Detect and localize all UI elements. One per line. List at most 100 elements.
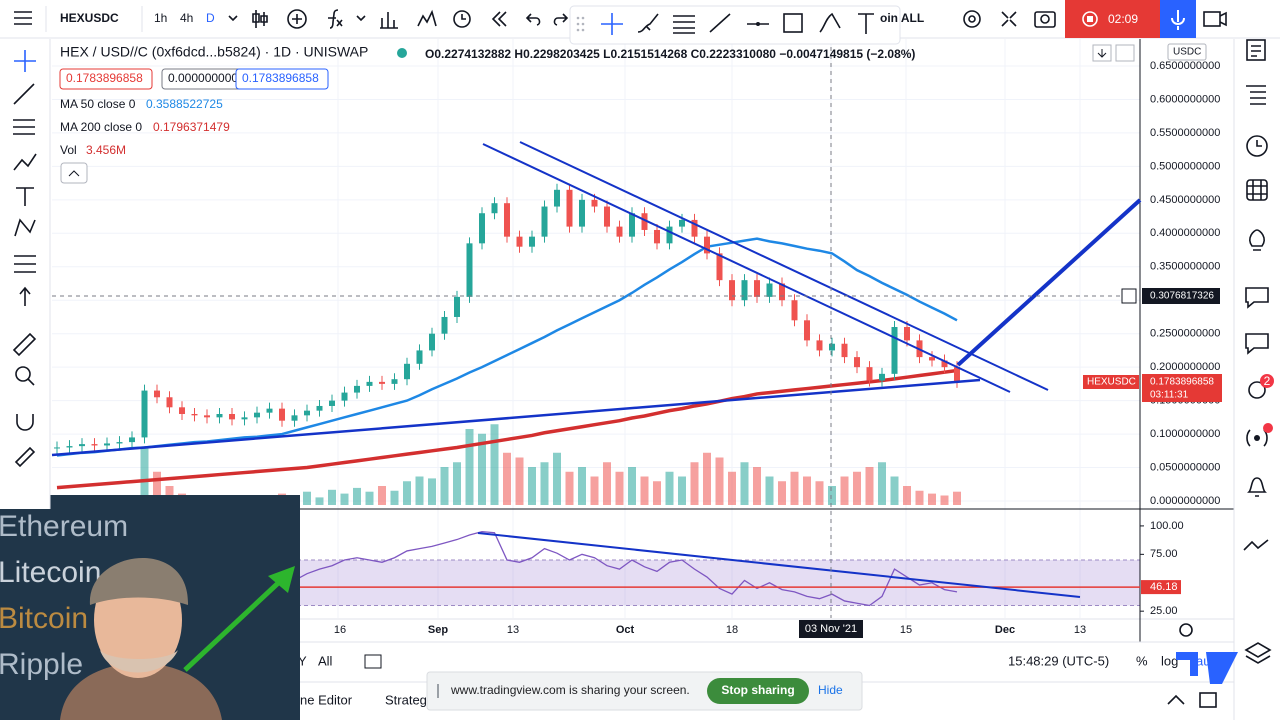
candle-body xyxy=(291,415,298,421)
percent-toggle[interactable]: % xyxy=(1136,653,1148,668)
date-range-button[interactable] xyxy=(364,654,382,669)
interval-active[interactable]: D xyxy=(206,11,215,25)
collapse-button[interactable] xyxy=(60,162,88,184)
pattern-tool[interactable] xyxy=(13,153,37,171)
dropdown[interactable] xyxy=(228,15,238,22)
calendar-button[interactable] xyxy=(1246,179,1268,201)
text-tool[interactable] xyxy=(16,187,34,206)
tab[interactable]: Strateg xyxy=(385,692,427,707)
templates-button[interactable] xyxy=(417,9,437,27)
recording-indicator[interactable] xyxy=(1065,0,1160,38)
measure-tool[interactable] xyxy=(14,255,36,273)
range-button[interactable]: Y xyxy=(298,653,307,668)
indicators-button[interactable] xyxy=(287,9,307,29)
menu-button[interactable] xyxy=(14,11,32,25)
candle-body xyxy=(804,320,810,341)
y-tick-label: 0.4000000000 xyxy=(1150,227,1220,239)
candle-body xyxy=(541,206,548,237)
chat-button[interactable] xyxy=(1245,287,1269,309)
lock-tool[interactable] xyxy=(14,446,36,468)
price-box-value: 0.1783896858 xyxy=(66,71,143,85)
line-style-tool[interactable] xyxy=(673,15,695,34)
arrow-tool[interactable] xyxy=(19,286,31,306)
fx-button[interactable] xyxy=(328,9,366,29)
record-timer: 02:09 xyxy=(1108,12,1138,26)
prediction-tool[interactable] xyxy=(14,218,36,237)
trendline xyxy=(482,143,1011,393)
settings-button[interactable] xyxy=(963,10,981,28)
pine-button[interactable] xyxy=(1243,539,1269,551)
fib-tool[interactable] xyxy=(13,119,35,135)
maximize-button[interactable] xyxy=(1115,44,1135,62)
maximize-panel[interactable] xyxy=(1199,692,1217,708)
alert-button[interactable] xyxy=(453,10,471,28)
details-button[interactable] xyxy=(1246,85,1266,105)
webcam-word: Ripple xyxy=(0,648,83,681)
horizontal-line-tool[interactable] xyxy=(747,22,769,26)
volume-bar xyxy=(690,462,699,505)
text-tool[interactable] xyxy=(858,13,874,34)
collapse-panel[interactable] xyxy=(1167,694,1185,705)
y-tick-label: 0.6500000000 xyxy=(1150,60,1220,72)
volume-bar xyxy=(515,457,524,505)
candle-body xyxy=(666,226,673,244)
cross-tool[interactable] xyxy=(14,50,36,72)
zoom-tool[interactable] xyxy=(15,366,35,386)
candle-body xyxy=(454,296,460,317)
fullscreen-button[interactable] xyxy=(1001,11,1017,27)
symbol[interactable]: HEXUSDC xyxy=(60,11,119,25)
candle-body xyxy=(229,414,235,420)
candle-body xyxy=(854,357,860,368)
currency-box xyxy=(1167,43,1207,61)
stop-sharing-button[interactable] xyxy=(707,678,809,704)
volume-bar xyxy=(815,481,824,505)
replay-button[interactable] xyxy=(491,11,507,27)
path-tool[interactable] xyxy=(819,12,841,33)
candle-body xyxy=(704,236,710,254)
tab[interactable]: ne Editor xyxy=(300,692,353,707)
interval[interactable]: 4h xyxy=(180,11,193,25)
camera-button[interactable] xyxy=(1203,11,1227,27)
volume-bar xyxy=(853,471,861,505)
range-button[interactable]: All xyxy=(318,653,333,668)
candle-body xyxy=(404,363,410,380)
rectangle-tool[interactable] xyxy=(783,13,803,33)
interval[interactable]: 1h xyxy=(154,11,167,25)
candle-type-button[interactable] xyxy=(252,10,268,28)
volume-bar xyxy=(453,462,461,505)
rsi-tick-label: 25.00 xyxy=(1150,605,1178,617)
alerts-panel-button[interactable] xyxy=(1246,135,1268,157)
candle-body xyxy=(879,373,885,381)
log-toggle[interactable]: log xyxy=(1161,653,1178,668)
chart-title: HEX / USD//C (0xf6dcd...b5824) · 1D · UN… xyxy=(60,44,368,60)
countdown: 03:11:31 xyxy=(1150,390,1189,401)
candle-body xyxy=(216,414,223,418)
candle-body xyxy=(254,412,260,418)
axis-settings[interactable] xyxy=(1179,623,1193,637)
hide-button[interactable]: Hide xyxy=(818,683,843,697)
bell-button[interactable] xyxy=(1247,477,1267,497)
ruler-tool[interactable] xyxy=(12,332,37,357)
candle-body xyxy=(616,226,623,237)
line-tool[interactable] xyxy=(13,83,35,105)
alert-filter[interactable]: oin ALL xyxy=(880,11,924,25)
notifications-button[interactable] xyxy=(1248,381,1266,399)
messages-button[interactable] xyxy=(1245,333,1269,355)
volume-bar xyxy=(378,486,386,505)
compare-button[interactable] xyxy=(380,12,398,29)
undo-button[interactable] xyxy=(525,13,541,26)
brush-tool[interactable] xyxy=(637,13,659,33)
magnet-tool[interactable] xyxy=(16,414,34,431)
snapshot-button[interactable] xyxy=(1034,11,1056,28)
ideas-button[interactable] xyxy=(1249,229,1265,251)
redo-button[interactable] xyxy=(553,13,569,26)
watchlist-button[interactable] xyxy=(1246,39,1266,61)
drag-handle[interactable] xyxy=(576,16,585,32)
volume-bar xyxy=(428,478,436,505)
candle-body xyxy=(579,199,585,227)
candle-body xyxy=(816,340,823,351)
trend-line-tool[interactable] xyxy=(709,13,731,33)
candle-body xyxy=(66,446,73,448)
crosshair-tool[interactable] xyxy=(601,13,623,35)
layers-button[interactable] xyxy=(1244,642,1272,664)
